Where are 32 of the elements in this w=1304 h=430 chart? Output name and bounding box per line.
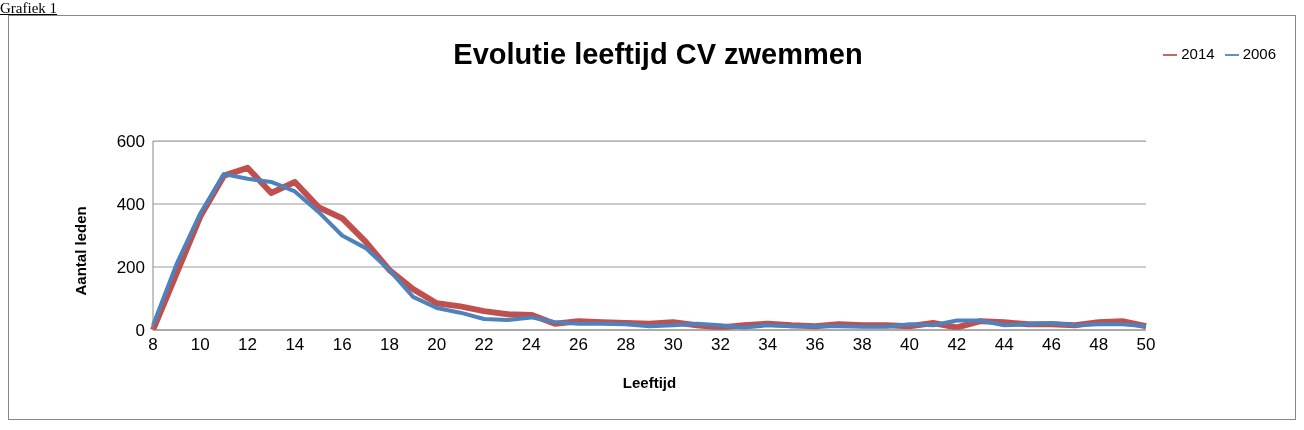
x-tick-label: 50: [1136, 335, 1156, 355]
x-tick-label: 18: [379, 335, 399, 355]
x-tick-label: 34: [758, 335, 778, 355]
x-tick-label: 40: [900, 335, 920, 355]
x-axis-title: Leeftijd: [622, 374, 677, 391]
y-axis-title: Aantal leden: [72, 206, 90, 296]
legend-label: 2014: [1181, 45, 1215, 62]
x-tick-label: 48: [1089, 335, 1109, 355]
y-tick-label: 600: [116, 132, 145, 152]
y-tick-label: 400: [116, 195, 145, 215]
x-tick-label: 22: [474, 335, 494, 355]
x-tick-label: 8: [148, 335, 158, 355]
y-tick-label: 0: [135, 321, 145, 341]
x-tick-label: 24: [521, 335, 541, 355]
x-tick-label: 14: [285, 335, 305, 355]
x-tick-label: 10: [190, 335, 210, 355]
x-tick-label: 30: [663, 335, 683, 355]
x-tick-label: 42: [947, 335, 967, 355]
x-tick-label: 28: [616, 335, 636, 355]
x-tick-label: 38: [852, 335, 872, 355]
x-tick-label: 12: [238, 335, 258, 355]
x-tick-label: 36: [805, 335, 825, 355]
x-tick-label: 26: [569, 335, 589, 355]
x-tick-label: 20: [427, 335, 447, 355]
text: Grafiek 1: [0, 0, 58, 16]
legend-label: 2006: [1242, 45, 1276, 62]
x-tick-label: 16: [332, 335, 352, 355]
x-tick-label: 46: [1041, 335, 1061, 355]
chart-title: Evolutie leeftijd CV zwemmen: [452, 38, 864, 71]
x-tick-label: 44: [994, 335, 1014, 355]
x-tick-label: 32: [710, 335, 730, 355]
y-tick-label: 200: [116, 258, 145, 278]
